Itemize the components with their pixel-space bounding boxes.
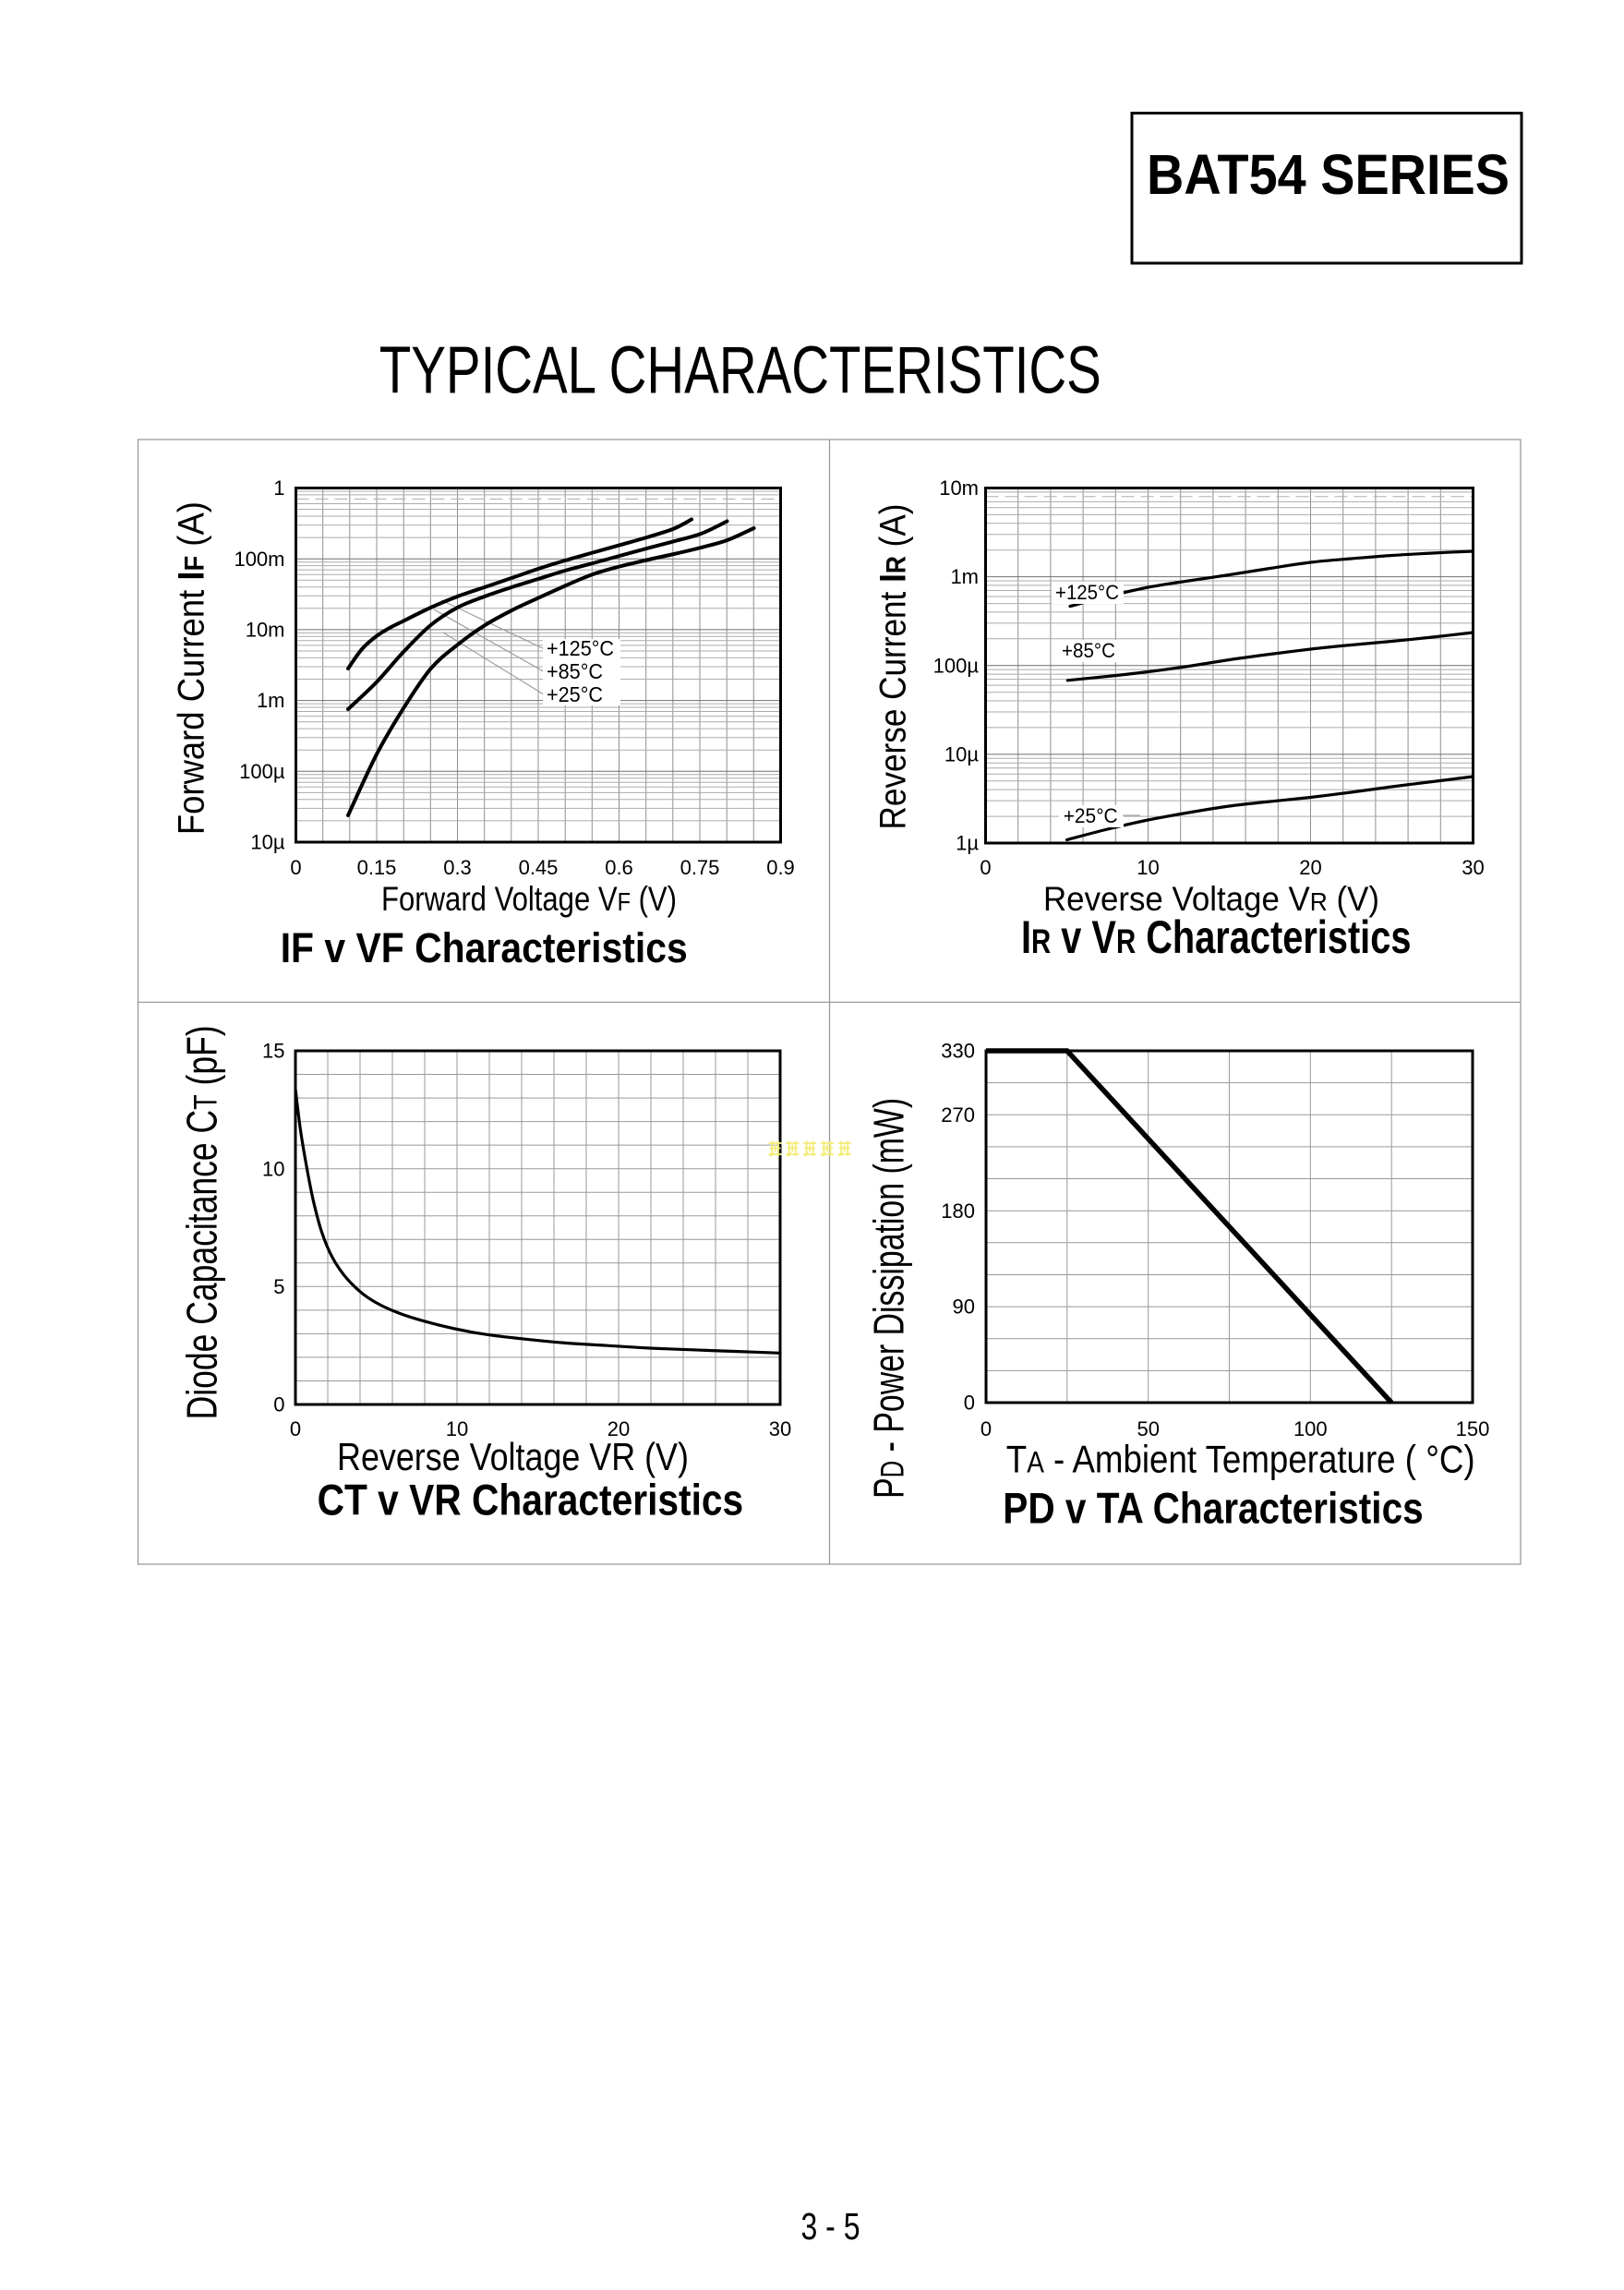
- svg-text:P: P: [864, 1477, 912, 1499]
- svg-text:F: F: [618, 887, 631, 916]
- svg-text:R: R: [1031, 922, 1051, 960]
- svg-text:0.75: 0.75: [680, 856, 720, 879]
- svg-text:1m: 1m: [950, 565, 979, 588]
- svg-text:R: R: [1116, 922, 1136, 960]
- svg-text:0: 0: [273, 1393, 284, 1416]
- svg-text:(V): (V): [1328, 880, 1379, 918]
- svg-text:10: 10: [262, 1157, 284, 1180]
- svg-text:0: 0: [980, 856, 991, 879]
- svg-text:0.3: 0.3: [443, 856, 472, 879]
- svg-text:180: 180: [941, 1199, 975, 1223]
- svg-text:100: 100: [1293, 1417, 1328, 1440]
- svg-text:10µ: 10µ: [250, 831, 284, 854]
- svg-text:T: T: [1006, 1438, 1027, 1481]
- svg-text:90: 90: [953, 1296, 975, 1319]
- svg-text:3 - 5: 3 - 5: [801, 2205, 860, 2248]
- svg-text:I: I: [873, 573, 914, 583]
- svg-text:0.6: 0.6: [605, 856, 633, 879]
- svg-text:Reverse Current: Reverse Current: [873, 583, 914, 830]
- svg-text:CT v VR Characteristics: CT v VR Characteristics: [318, 1475, 744, 1524]
- svg-text:T: T: [187, 1094, 223, 1110]
- svg-text:0.9: 0.9: [766, 856, 795, 879]
- svg-text:5: 5: [273, 1275, 284, 1298]
- svg-text:1: 1: [273, 476, 284, 500]
- svg-text:10: 10: [1137, 856, 1159, 879]
- svg-text:PD v TA Characteristics: PD v TA Characteristics: [1003, 1484, 1423, 1533]
- svg-text:Forward Voltage V: Forward Voltage V: [381, 880, 618, 918]
- svg-text:50: 50: [1137, 1417, 1159, 1440]
- svg-text:270: 270: [941, 1103, 975, 1127]
- svg-text:+125°C: +125°C: [1055, 581, 1119, 604]
- svg-text:+25°C: +25°C: [547, 682, 603, 706]
- svg-text:TYPICAL CHARACTERISTICS: TYPICAL CHARACTERISTICS: [379, 333, 1101, 407]
- svg-text:0.45: 0.45: [519, 856, 559, 879]
- svg-text:+85°C: +85°C: [547, 659, 603, 683]
- svg-text:I: I: [171, 572, 211, 581]
- svg-text:10m: 10m: [246, 619, 285, 642]
- svg-text:- Power Dissipation (mW): - Power Dissipation (mW): [864, 1098, 912, 1461]
- svg-text:Diode Capacitance C: Diode Capacitance C: [177, 1110, 225, 1420]
- svg-text:0.15: 0.15: [357, 856, 397, 879]
- svg-text:0: 0: [980, 1417, 992, 1440]
- svg-text:10µ: 10µ: [944, 743, 979, 766]
- svg-text:IF v VF Characteristics: IF v VF Characteristics: [281, 924, 688, 971]
- svg-text:Forward Current: Forward Current: [171, 581, 211, 835]
- svg-text:15: 15: [262, 1040, 284, 1063]
- svg-text:0: 0: [290, 856, 301, 879]
- svg-text:1m: 1m: [257, 689, 285, 712]
- svg-text:I: I: [1021, 911, 1031, 963]
- svg-text:Reverse Voltage VR (V): Reverse Voltage VR (V): [337, 1435, 689, 1478]
- svg-text:v V: v V: [1051, 911, 1116, 963]
- svg-text:D: D: [874, 1461, 910, 1478]
- svg-text:(V): (V): [631, 880, 677, 918]
- svg-text:330: 330: [941, 1040, 975, 1063]
- svg-text:Reverse Voltage V: Reverse Voltage V: [1043, 880, 1310, 918]
- svg-text:BAT54 SERIES: BAT54 SERIES: [1147, 143, 1510, 206]
- svg-text:(A): (A): [873, 504, 914, 557]
- svg-text:R: R: [1310, 887, 1328, 916]
- svg-text:+125°C: +125°C: [547, 636, 614, 660]
- svg-text:- Ambient Temperature ( °C): - Ambient Temperature ( °C): [1044, 1438, 1475, 1481]
- svg-text:20: 20: [607, 1417, 630, 1440]
- svg-text:30: 30: [1462, 856, 1484, 879]
- svg-text:0: 0: [290, 1417, 301, 1440]
- svg-text:30: 30: [769, 1417, 791, 1440]
- svg-text:100m: 100m: [234, 548, 284, 571]
- svg-text:10: 10: [446, 1417, 468, 1440]
- svg-text:F: F: [179, 556, 210, 572]
- svg-text:100µ: 100µ: [239, 760, 285, 783]
- svg-text:1µ: 1µ: [956, 832, 979, 855]
- svg-text:(pF): (pF): [177, 1025, 225, 1094]
- svg-text:100µ: 100µ: [933, 654, 980, 677]
- svg-text:0: 0: [964, 1392, 975, 1415]
- svg-text:Characteristics: Characteristics: [1136, 911, 1411, 963]
- svg-text:+25°C: +25°C: [1064, 804, 1118, 827]
- svg-text:20: 20: [1299, 856, 1321, 879]
- svg-text:+85°C: +85°C: [1062, 639, 1115, 662]
- svg-text:10m: 10m: [939, 476, 979, 500]
- svg-text:R: R: [882, 556, 912, 573]
- svg-text:A: A: [1027, 1446, 1044, 1479]
- svg-text:(A): (A): [171, 501, 211, 556]
- svg-text:150: 150: [1456, 1417, 1490, 1440]
